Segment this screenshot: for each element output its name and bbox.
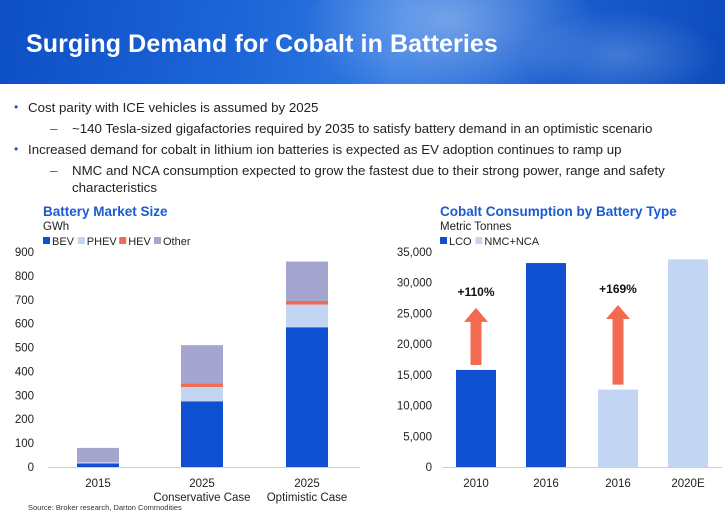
- bar-nmc-nca: [668, 259, 708, 467]
- legend-label: PHEV: [87, 236, 118, 248]
- x-tick-label: 2016: [605, 478, 631, 490]
- battery-market-chart: 0 100 200 300 400 500 600 700 800 900 BEV PHEV HEV Ot…: [15, 236, 360, 504]
- x-tick-label: Conservative Case: [153, 492, 250, 504]
- cobalt-consumption-chart: 0 5,000 10,000 15,000 20,000 25,000 30,000 35,0…: [397, 236, 722, 490]
- chart1-unit: GWh: [43, 221, 70, 233]
- legend-label: Other: [163, 236, 191, 248]
- chart2-title: Cobalt Consumption by Battery Type: [440, 204, 677, 219]
- bullet-dash-icon: –: [50, 121, 58, 136]
- bar-nmc-nca: [598, 389, 638, 467]
- y-tick-label: 600: [15, 319, 34, 331]
- y-tick-label: 25,000: [397, 308, 432, 320]
- growth-label: +169%: [599, 282, 637, 296]
- growth-label: +110%: [457, 285, 494, 299]
- x-tick-label: 2025: [294, 478, 320, 490]
- legend-label: BEV: [52, 236, 75, 248]
- y-tick-label: 0: [426, 462, 432, 474]
- chart1-title: Battery Market Size: [43, 204, 168, 219]
- legend-swatch: [77, 237, 85, 244]
- bar-segment-hev: [181, 383, 223, 387]
- bullet-dash-icon: –: [50, 163, 58, 178]
- y-tick-label: 800: [15, 271, 34, 283]
- bar-segment-other: [286, 261, 328, 301]
- x-tick-label: Optimistic Case: [267, 492, 348, 504]
- growth-arrow-icon: [464, 307, 488, 365]
- header-banner: Surging Demand for Cobalt in Batteries: [0, 0, 725, 84]
- legend-swatch: [440, 237, 447, 244]
- y-tick-label: 200: [15, 414, 34, 426]
- legend-label: NMC+NCA: [484, 236, 539, 248]
- y-tick-label: 35,000: [397, 247, 432, 259]
- bar-segment-phev: [181, 386, 223, 402]
- y-tick-label: 400: [15, 366, 34, 378]
- legend-swatch: [475, 237, 483, 244]
- bar-segment-other: [77, 447, 119, 463]
- bullet-dot-icon: •: [14, 142, 19, 156]
- y-tick-label: 20,000: [397, 339, 432, 351]
- legend-label: HEV: [128, 236, 151, 248]
- page-title: Surging Demand for Cobalt in Batteries: [26, 30, 498, 58]
- y-tick-label: 0: [28, 462, 34, 474]
- x-tick-label: 2020E: [671, 478, 705, 490]
- y-tick-label: 300: [15, 390, 34, 402]
- legend-label: LCO: [449, 236, 472, 248]
- bar-segment-other: [181, 345, 223, 384]
- bar-segment-bev: [77, 463, 119, 467]
- y-tick-label: 900: [15, 247, 34, 259]
- y-tick-label: 30,000: [397, 278, 432, 290]
- y-tick-label: 500: [15, 343, 34, 355]
- y-tick-label: 100: [15, 438, 34, 450]
- bullet-dot-icon: •: [14, 100, 19, 114]
- banner-background-glow: [520, 10, 720, 84]
- bullet-level2: – ~140 Tesla-sized gigafactories require…: [50, 121, 653, 136]
- bar-segment-bev: [286, 327, 328, 467]
- banner-background-image: [300, 0, 600, 84]
- bullet-level1: • Increased demand for cobalt in lithium…: [14, 142, 622, 157]
- x-tick-label: 2015: [85, 478, 111, 490]
- bar-segment-bev: [181, 401, 223, 467]
- source-note: Source: Broker research, Darton Commodit…: [28, 503, 182, 512]
- bar-lco: [526, 263, 566, 467]
- y-tick-label: 700: [15, 295, 34, 307]
- bar-lco: [456, 369, 496, 467]
- y-tick-label: 5,000: [403, 431, 432, 443]
- bullet-level2: – NMC and NCA consumption expected to gr…: [50, 163, 665, 195]
- growth-arrow-icon: [606, 305, 630, 385]
- y-tick-label: 15,000: [397, 370, 432, 382]
- bullet-level1: • Cost parity with ICE vehicles is assum…: [14, 100, 319, 115]
- chart2-unit: Metric Tonnes: [440, 221, 512, 233]
- legend-swatch: [119, 237, 127, 244]
- legend-swatch: [154, 237, 161, 244]
- bar-segment-hev: [286, 300, 328, 305]
- x-tick-label: 2016: [533, 478, 559, 490]
- y-tick-label: 10,000: [397, 401, 432, 413]
- legend-swatch: [43, 237, 50, 244]
- bar-segment-phev: [286, 304, 328, 328]
- x-tick-label: 2025: [189, 478, 215, 490]
- x-tick-label: 2010: [463, 478, 489, 490]
- bar-segment-phev: [77, 462, 119, 464]
